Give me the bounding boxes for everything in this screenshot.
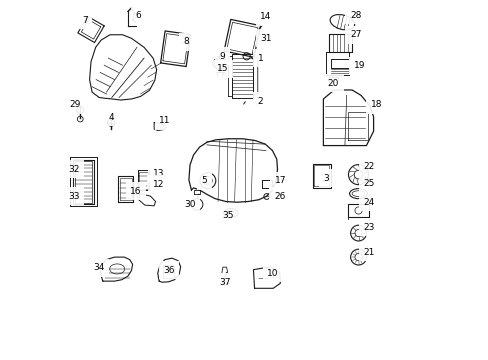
Text: 27: 27 [349,30,361,39]
Text: 14: 14 [260,12,271,21]
Text: 31: 31 [260,34,271,43]
Text: 9: 9 [219,52,224,61]
Text: 33: 33 [68,192,80,201]
Text: 13: 13 [152,169,164,178]
Text: 5: 5 [201,176,208,185]
Text: 34: 34 [93,264,105,273]
Text: 21: 21 [363,248,374,257]
Text: 22: 22 [363,162,374,171]
Text: 19: 19 [353,62,364,71]
Text: 28: 28 [349,10,361,19]
Text: 35: 35 [222,211,234,220]
Text: 11: 11 [159,116,170,125]
Text: 37: 37 [219,278,230,287]
Text: 6: 6 [134,10,142,19]
Text: 29: 29 [69,100,81,109]
Text: 25: 25 [363,179,374,188]
Text: 10: 10 [267,269,278,278]
Text: 15: 15 [216,64,227,73]
Text: 26: 26 [273,192,285,201]
Text: 18: 18 [370,100,382,109]
Text: 16: 16 [130,187,142,196]
Text: 20: 20 [327,79,339,88]
Text: 17: 17 [274,176,285,185]
Text: 4: 4 [108,113,114,122]
Text: 23: 23 [363,223,374,232]
Text: 1: 1 [257,54,263,63]
Text: 32: 32 [68,165,80,174]
Text: 36: 36 [163,266,175,275]
Text: 30: 30 [184,200,195,209]
Text: 24: 24 [363,198,374,207]
Text: 7: 7 [82,16,90,25]
Text: 3: 3 [322,174,328,183]
Text: 2: 2 [257,96,263,105]
Text: 12: 12 [152,180,164,189]
Text: 8: 8 [182,37,189,46]
